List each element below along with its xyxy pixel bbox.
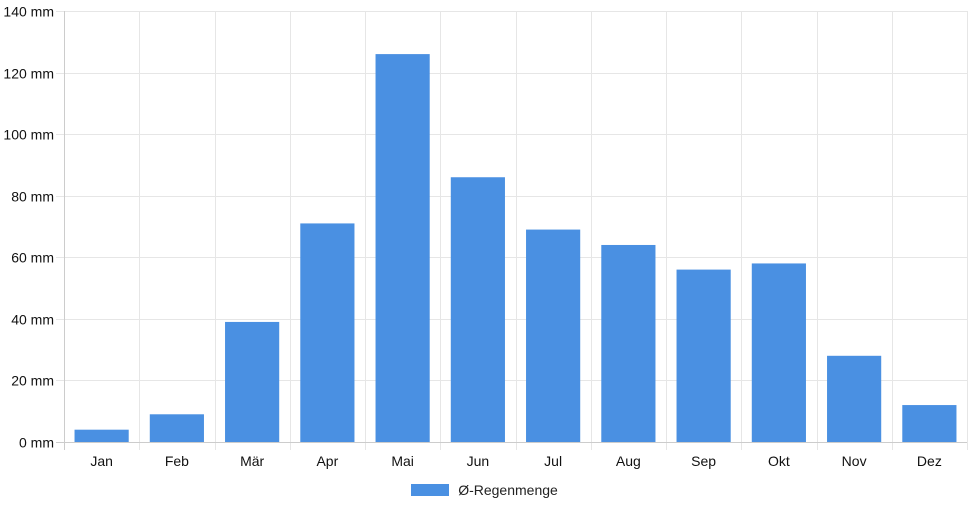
x-tick-label: Apr <box>316 453 338 469</box>
bar-Sep[interactable] <box>676 269 731 442</box>
bar-Feb[interactable] <box>149 414 204 442</box>
axes: 0 mm 20 mm 40 mm 60 mm 80 mm 100 mm 120 mm 140 … <box>3 4 967 469</box>
bar-Mai[interactable] <box>375 54 430 442</box>
y-tick-label: 40 mm <box>11 312 54 328</box>
grid-lines <box>56 11 968 450</box>
legend-swatch[interactable] <box>410 483 451 497</box>
x-tick-label: Jan <box>90 453 113 469</box>
y-tick-label: 140 mm <box>3 4 54 20</box>
chart-canvas: 0 mm 20 mm 40 mm 60 mm 80 mm 100 mm 120 mm 140 … <box>3 4 968 469</box>
bar-Apr[interactable] <box>300 223 355 442</box>
x-tick-label: Dez <box>917 453 942 469</box>
bar-Okt[interactable] <box>751 263 806 442</box>
y-tick-label: 120 mm <box>3 66 54 82</box>
legend[interactable]: Ø-Regenmenge <box>0 480 968 500</box>
bar-Jul[interactable] <box>526 229 581 442</box>
y-tick-label: 60 mm <box>11 250 54 266</box>
x-tick-label: Mai <box>391 453 414 469</box>
legend-label[interactable]: Ø-Regenmenge <box>458 482 558 498</box>
x-tick-label: Jun <box>467 453 490 469</box>
y-tick-label: 0 mm <box>19 435 54 451</box>
x-tick-label: Sep <box>691 453 716 469</box>
x-tick-label: Feb <box>165 453 189 469</box>
y-tick-label: 100 mm <box>3 127 54 143</box>
x-tick-label: Mär <box>240 453 264 469</box>
bar-Nov[interactable] <box>827 355 882 442</box>
x-tick-label: Okt <box>768 453 790 469</box>
bar-Jun[interactable] <box>450 177 505 442</box>
bar-Aug[interactable] <box>601 244 656 442</box>
bar-Jan[interactable] <box>74 429 129 442</box>
bar-Dez[interactable] <box>902 405 957 442</box>
x-tick-label: Aug <box>616 453 641 469</box>
x-tick-label: Jul <box>544 453 562 469</box>
bar-series <box>74 54 957 442</box>
bar-Mär[interactable] <box>225 321 280 442</box>
x-tick-label: Nov <box>842 453 867 469</box>
y-tick-label: 20 mm <box>11 373 54 389</box>
y-tick-label: 80 mm <box>11 189 54 205</box>
